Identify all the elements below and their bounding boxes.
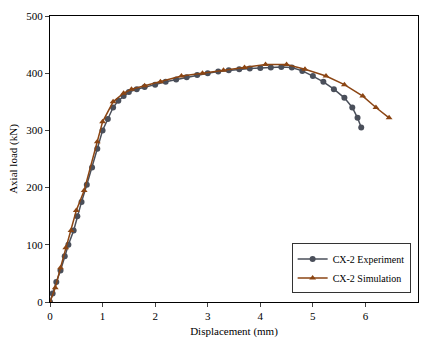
- svg-text:4: 4: [258, 310, 264, 322]
- svg-text:100: 100: [26, 239, 43, 251]
- svg-text:200: 200: [26, 181, 43, 193]
- svg-text:0: 0: [47, 310, 53, 322]
- svg-text:5: 5: [310, 310, 316, 322]
- svg-text:400: 400: [26, 67, 43, 79]
- svg-text:Displacement (mm): Displacement (mm): [190, 325, 278, 338]
- svg-text:0: 0: [37, 296, 43, 308]
- svg-text:500: 500: [26, 10, 43, 22]
- svg-text:6: 6: [363, 310, 369, 322]
- svg-text:Axial load (kN): Axial load (kN): [7, 124, 20, 194]
- svg-text:300: 300: [26, 124, 43, 136]
- svg-text:CX-2 Experiment: CX-2 Experiment: [333, 254, 405, 265]
- svg-text:3: 3: [205, 310, 211, 322]
- svg-text:1: 1: [100, 310, 106, 322]
- svg-text:2: 2: [152, 310, 158, 322]
- svg-text:CX-2 Simulation: CX-2 Simulation: [333, 273, 402, 284]
